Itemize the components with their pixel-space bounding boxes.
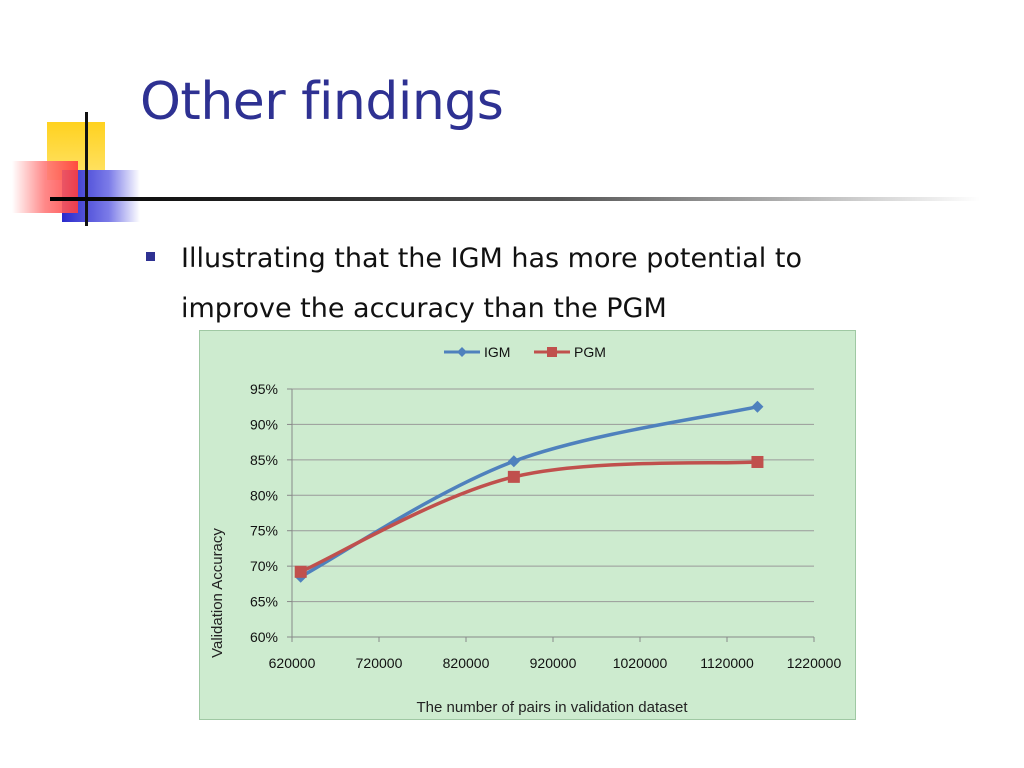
deco-red-square bbox=[12, 161, 78, 213]
data-point-pgm bbox=[294, 565, 307, 578]
axes bbox=[291, 389, 814, 638]
y-axis-label: Validation Accuracy bbox=[209, 528, 226, 658]
chart-container: 60% 65% 70% 75% 80% 85% 90% 95% 620000 720000 820… bbox=[199, 330, 856, 720]
y-tick-label: 70% bbox=[250, 558, 278, 574]
bullet-item: Illustrating that the IGM has more poten… bbox=[146, 234, 946, 334]
x-axis-ticks: 620000 720000 820000 920000 1020000 1120000 12… bbox=[269, 637, 842, 671]
slide-decoration bbox=[12, 112, 980, 226]
legend-marker-pgm bbox=[547, 347, 557, 357]
grid-lines bbox=[292, 388, 814, 638]
y-tick-label: 60% bbox=[250, 629, 278, 645]
y-tick-label: 85% bbox=[250, 452, 278, 468]
bullet-text: Illustrating that the IGM has more poten… bbox=[181, 243, 802, 324]
series-layer bbox=[294, 400, 764, 583]
x-tick-label: 1220000 bbox=[787, 655, 842, 671]
deco-vertical-line bbox=[85, 112, 88, 226]
y-tick-label: 80% bbox=[250, 487, 278, 503]
x-tick-label: 1020000 bbox=[613, 655, 668, 671]
y-tick-label: 90% bbox=[250, 416, 278, 432]
x-tick-label: 620000 bbox=[269, 655, 316, 671]
x-tick-label: 920000 bbox=[530, 655, 577, 671]
title-underline bbox=[50, 197, 980, 201]
data-point-pgm bbox=[751, 455, 764, 468]
data-point-igm bbox=[507, 455, 520, 468]
x-tick-label: 1120000 bbox=[700, 655, 754, 671]
line-chart: 60% 65% 70% 75% 80% 85% 90% 95% 620000 720000 820… bbox=[209, 344, 842, 716]
data-point-pgm bbox=[507, 470, 520, 483]
y-axis-ticks: 60% 65% 70% 75% 80% 85% 90% 95% bbox=[250, 381, 292, 645]
legend-marker-igm bbox=[457, 347, 467, 357]
series-line-pgm bbox=[298, 460, 760, 574]
legend-label-pgm: PGM bbox=[574, 344, 606, 360]
y-tick-label: 65% bbox=[250, 594, 278, 610]
slide-title: Other findings bbox=[140, 72, 504, 132]
legend-label-igm: IGM bbox=[484, 344, 510, 360]
legend: IGM PGM bbox=[444, 344, 606, 360]
bullet-square-icon bbox=[146, 252, 155, 261]
x-tick-label: 820000 bbox=[443, 655, 490, 671]
y-tick-label: 95% bbox=[250, 381, 278, 397]
data-point-igm bbox=[751, 400, 764, 413]
y-tick-label: 75% bbox=[250, 523, 278, 539]
x-axis-label: The number of pairs in validation datase… bbox=[417, 699, 689, 716]
x-tick-label: 720000 bbox=[356, 655, 403, 671]
series-line-igm bbox=[298, 404, 760, 579]
